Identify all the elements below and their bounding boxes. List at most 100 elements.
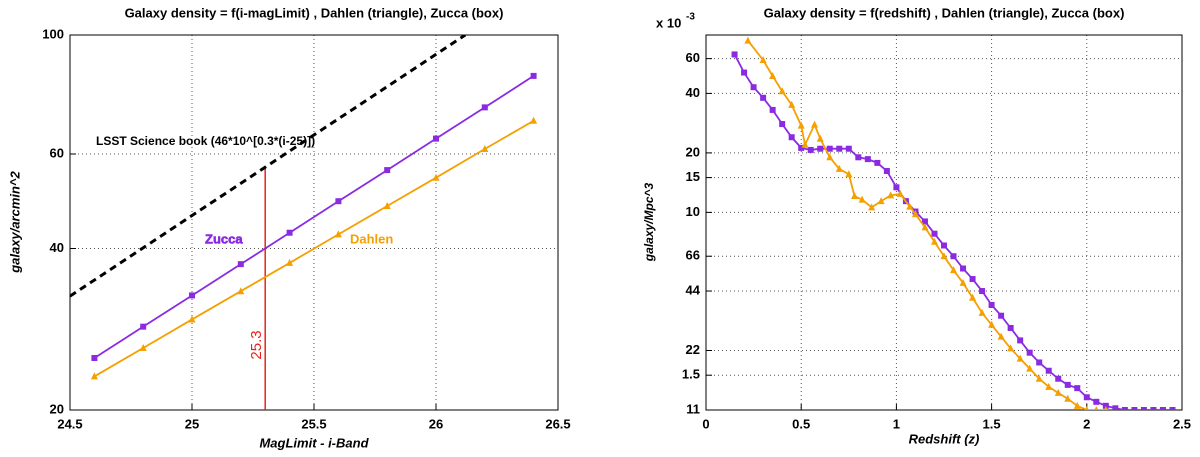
marker — [1102, 402, 1109, 409]
x-tick-label: 24.5 — [57, 416, 82, 431]
y-tick-label: 1.5 — [682, 367, 700, 382]
marker — [481, 104, 488, 111]
reference-line-label: 25.3 — [248, 330, 265, 359]
y-axis-label: galaxy/arcmin^2 — [7, 170, 22, 273]
x-tick-label: 25 — [185, 416, 199, 431]
marker — [237, 261, 244, 268]
marker — [868, 203, 876, 211]
plot-frame — [69, 34, 559, 411]
marker — [530, 116, 538, 124]
chart-title: Galaxy density = f(i-magLimit) , Dahlen … — [125, 5, 504, 20]
marker — [988, 320, 996, 328]
marker — [1045, 382, 1053, 390]
marker — [798, 144, 805, 151]
marker — [845, 170, 853, 178]
series-label: LSST Science book (46*10^[0.3*(i-25)]) — [96, 134, 315, 148]
marker — [1093, 398, 1100, 405]
marker — [940, 252, 948, 260]
marker — [950, 253, 957, 260]
y-tick-label: 10 — [686, 204, 700, 219]
marker — [807, 146, 814, 153]
y-tick-label: 100 — [42, 26, 64, 41]
marker — [816, 134, 824, 142]
marker — [237, 287, 245, 295]
marker — [530, 72, 537, 79]
marker — [1074, 385, 1081, 392]
marker — [797, 121, 805, 129]
marker — [896, 189, 904, 197]
marker — [188, 315, 196, 323]
y-tick-label: 15 — [686, 169, 700, 184]
marker — [1073, 401, 1081, 409]
marker — [941, 242, 947, 249]
marker — [858, 195, 866, 203]
marker — [140, 323, 147, 330]
series-label: Zucca — [205, 231, 243, 246]
marker — [1035, 374, 1043, 382]
marker — [930, 237, 938, 245]
marker — [998, 312, 1005, 319]
marker — [911, 210, 919, 218]
marker — [334, 230, 342, 238]
marker — [1131, 407, 1138, 410]
marker — [921, 223, 929, 231]
marker — [1055, 375, 1062, 382]
marker — [969, 276, 976, 283]
y-tick-label: 40 — [686, 85, 700, 100]
marker — [1036, 359, 1043, 366]
marker — [90, 372, 98, 380]
marker — [1103, 406, 1108, 410]
marker — [835, 164, 843, 172]
marker — [874, 159, 881, 166]
marker — [969, 293, 977, 301]
x-axis-label: Redshift (z) — [909, 431, 980, 446]
marker — [1026, 349, 1033, 356]
marker — [1045, 367, 1052, 374]
marker — [855, 154, 862, 161]
series-line — [747, 40, 1106, 410]
marker — [1121, 407, 1128, 410]
marker — [864, 156, 871, 163]
marker — [1016, 354, 1024, 362]
marker — [978, 308, 986, 316]
series-line — [93, 75, 535, 359]
marker — [931, 230, 938, 237]
x-tick-label: 1 — [893, 416, 900, 431]
series-line — [733, 54, 1173, 410]
marker — [883, 167, 890, 174]
marker — [433, 135, 439, 142]
y-tick-label: 60 — [686, 50, 700, 65]
y-tick-label: 60 — [50, 145, 64, 160]
marker — [1026, 364, 1034, 372]
x-axis-label: MagLimit - i-Band — [259, 435, 369, 450]
y-multiplier: x 10 — [656, 15, 681, 30]
y-tick-label: 44 — [686, 282, 701, 297]
marker — [1017, 337, 1024, 344]
marker — [731, 51, 738, 58]
marker — [779, 121, 786, 128]
marker — [1084, 406, 1089, 410]
plot-frame — [705, 34, 1183, 411]
marker — [1083, 394, 1090, 401]
marker — [836, 145, 843, 152]
marker — [788, 100, 796, 108]
marker — [788, 134, 795, 141]
marker — [851, 192, 859, 200]
x-tick-label: 0.5 — [792, 416, 810, 431]
marker — [959, 278, 967, 286]
marker — [383, 202, 391, 210]
series-line — [93, 120, 535, 378]
series-line — [70, 35, 467, 298]
marker — [769, 106, 776, 113]
marker — [826, 153, 834, 161]
marker — [1007, 324, 1014, 331]
chart-title: Galaxy density = f(redshift) , Dahlen (t… — [764, 5, 1125, 20]
marker — [335, 198, 342, 205]
marker — [950, 266, 958, 274]
marker — [286, 258, 294, 266]
x-tick-label: 2 — [1083, 416, 1090, 431]
marker — [979, 288, 986, 295]
marker — [750, 84, 757, 91]
